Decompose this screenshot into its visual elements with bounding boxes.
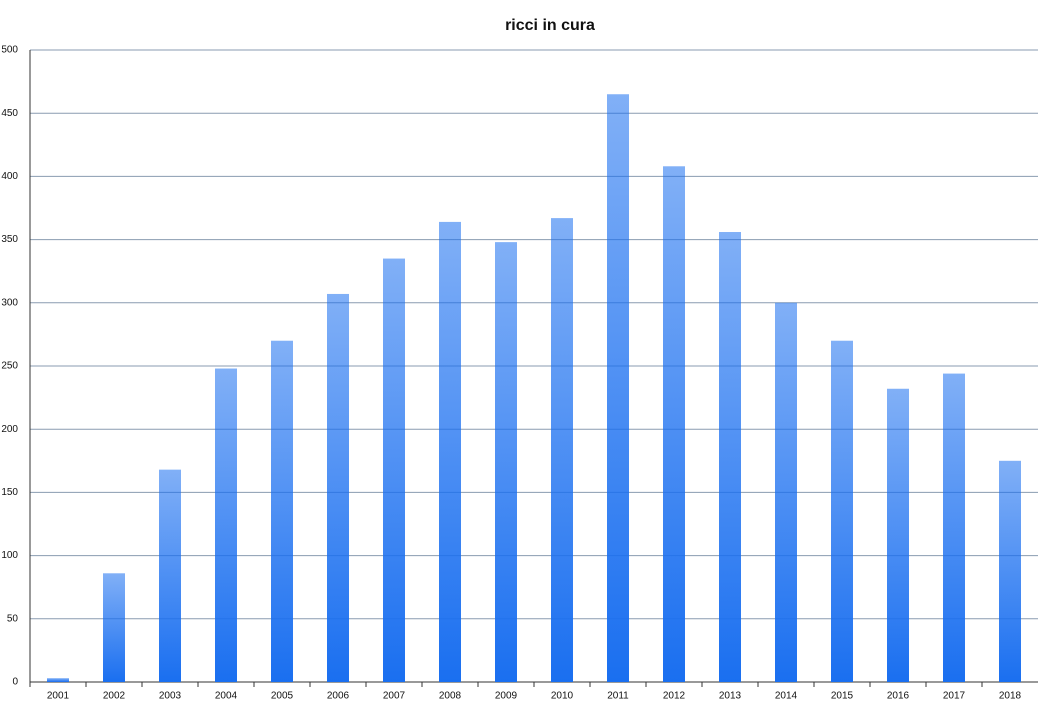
- y-tick-label: 450: [1, 108, 18, 119]
- x-tick-label: 2005: [271, 691, 294, 702]
- y-tick-label: 200: [1, 424, 18, 435]
- bar: [495, 242, 517, 683]
- bar: [383, 258, 405, 682]
- bar: [831, 340, 853, 682]
- y-tick-label: 150: [1, 487, 18, 498]
- y-tick-label: 300: [1, 297, 18, 308]
- bar: [887, 388, 909, 682]
- x-tick-label: 2008: [439, 691, 462, 702]
- x-tick-label: 2014: [775, 691, 798, 702]
- bar: [327, 293, 349, 682]
- x-tick-label: 2016: [887, 691, 910, 702]
- bar: [103, 573, 125, 682]
- x-tick-label: 2003: [159, 691, 182, 702]
- x-tick-label: 2009: [495, 691, 518, 702]
- bar: [271, 340, 293, 682]
- x-tick-label: 2001: [47, 691, 70, 702]
- bar: [551, 218, 573, 682]
- y-tick-label: 500: [1, 45, 18, 56]
- bar: [663, 166, 685, 683]
- y-tick-label: 250: [1, 361, 18, 372]
- bar: [719, 232, 741, 683]
- bar: [159, 469, 181, 682]
- x-tick-label: 2013: [719, 691, 742, 702]
- x-tick-label: 2015: [831, 691, 854, 702]
- y-tick-label: 100: [1, 550, 18, 561]
- x-tick-label: 2017: [943, 691, 966, 702]
- bar: [215, 368, 237, 682]
- x-tick-label: 2012: [663, 691, 686, 702]
- x-tick-label: 2004: [215, 691, 238, 702]
- y-tick-label: 400: [1, 171, 18, 182]
- y-tick-label: 0: [12, 677, 18, 688]
- bar: [775, 302, 797, 682]
- y-tick-label: 350: [1, 234, 18, 245]
- bar: [47, 678, 69, 682]
- bar: [999, 460, 1021, 682]
- x-tick-label: 2010: [551, 691, 574, 702]
- y-tick-label: 50: [7, 613, 19, 624]
- x-tick-label: 2002: [103, 691, 126, 702]
- x-tick-label: 2006: [327, 691, 350, 702]
- bar: [439, 221, 461, 683]
- bar: [943, 373, 965, 682]
- chart-title: ricci in cura: [505, 17, 595, 34]
- x-tick-label: 2011: [607, 691, 629, 702]
- x-tick-label: 2018: [999, 691, 1022, 702]
- x-tick-label: 2007: [383, 691, 406, 702]
- bar: [607, 94, 629, 683]
